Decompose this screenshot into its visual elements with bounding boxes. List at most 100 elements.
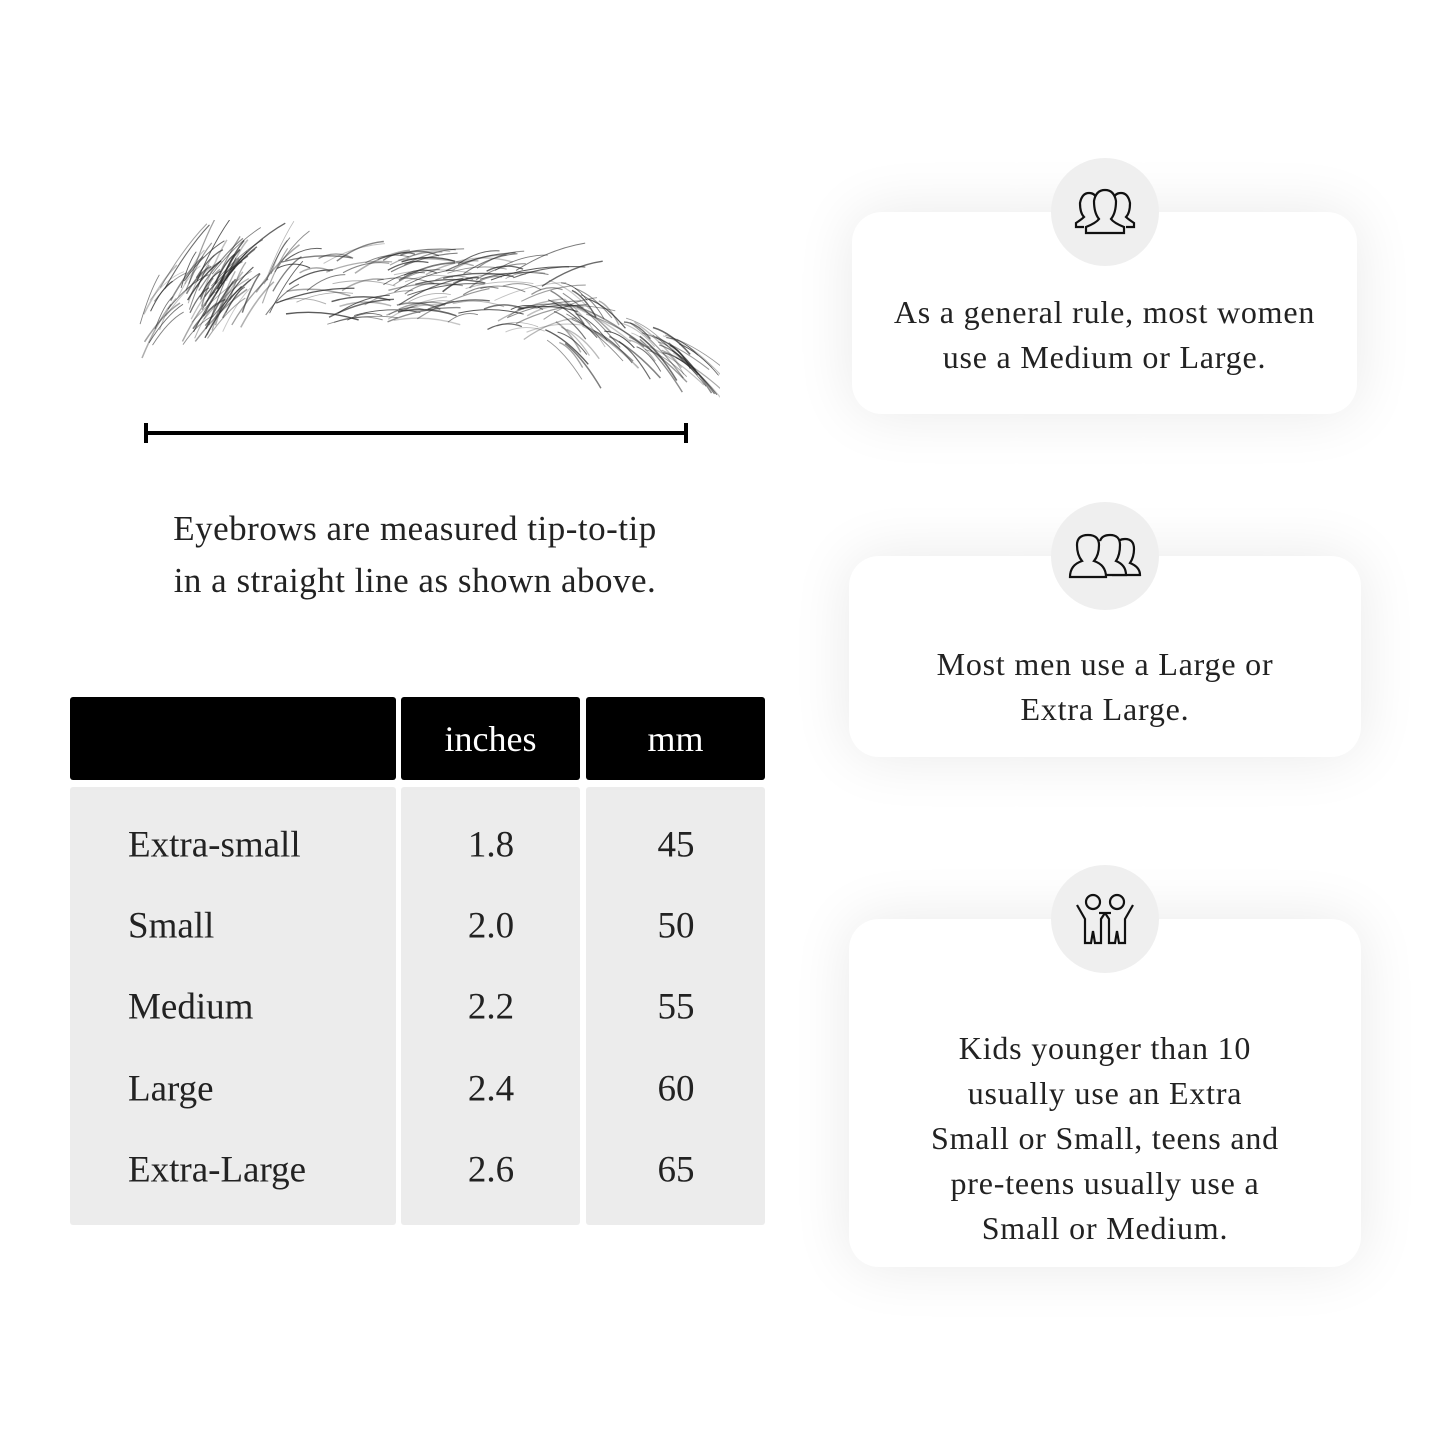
eyebrow-hair [150,280,173,312]
size-label: Large [128,1068,214,1110]
size-label: Extra-Large [128,1149,307,1191]
mm-value: 60 [657,1068,695,1110]
eyebrow-hair [476,250,525,269]
eyebrow-hair [445,252,516,272]
measurement-caption: Eyebrows are measured tip-to-tip in a st… [173,509,657,600]
eyebrow-hair [526,305,570,317]
eyebrow-hair [598,300,620,326]
eyebrow-hair [453,254,507,270]
eyebrow-hair [462,286,499,296]
eyebrow-hair [639,338,683,393]
eyebrow-hair [281,255,354,263]
eyebrow-hair [564,302,632,343]
eyebrow-hair [197,255,215,288]
eyebrow-hair [400,250,440,257]
header-mm: mm [586,697,765,780]
eyebrow-hair [559,341,584,368]
eyebrow-hair [465,281,534,290]
eyebrow-hair [510,305,544,310]
inches-value: 2.2 [467,986,515,1028]
size-label: Extra-small [128,824,301,866]
eyebrow-hair [416,287,490,320]
eyebrow-hair [387,306,461,323]
eyebrow-hair [452,300,505,308]
eyebrow-hair [585,313,653,352]
eyebrow-hair [676,338,720,375]
eyebrow-hair [152,311,184,346]
eyebrow-hair [288,269,333,285]
eyebrow-hair [184,249,205,285]
eyebrow-hair [188,264,210,310]
eyebrow-hair [502,283,542,291]
eyebrow-hair [480,285,526,293]
eyebrow-hair [207,297,246,339]
eyebrow-hair [143,264,178,315]
eyebrow-hair [241,273,261,313]
eyebrow-hair [327,315,398,325]
eyebrow-hair [198,237,244,291]
eyebrow-hair [456,257,513,263]
kids-icon [1051,865,1159,973]
eyebrow-hair [521,284,586,302]
eyebrow-hair [404,274,454,283]
women-group-icon [1051,158,1159,266]
eyebrow-hair [546,339,583,380]
eyebrow-hair [225,286,246,313]
eyebrow-hair [164,224,210,289]
eyebrow-hair [588,298,626,329]
eyebrow-hair [229,261,247,301]
eyebrow-hair [177,265,201,297]
eyebrow-hair [562,292,621,348]
eyebrow-hair [452,272,526,284]
eyebrow-hair [306,274,346,292]
measurement-line [144,423,688,443]
eyebrow-hair [553,310,587,340]
eyebrow-illustration [139,220,720,443]
eyebrow-hair [541,260,603,287]
eyebrow-hair [231,278,269,326]
eyebrow-hair [394,269,455,293]
eyebrow-hair [561,326,590,356]
mm-value: 65 [657,1149,695,1191]
eyebrow-hair [185,242,213,291]
eyebrow-hair [404,300,455,311]
eyebrow-hair [219,248,241,285]
eyebrow-hair [566,313,624,362]
eyebrow-hair [644,349,688,377]
eyebrow-hair [550,290,585,325]
eyebrow-hair [425,260,479,276]
eyebrow-hair [328,298,394,318]
men-group-icon [1051,502,1159,610]
eyebrow-hair [494,282,567,301]
eyebrow-hair [555,321,582,353]
kids-card: Kids younger than 10 usually use an Extr… [849,919,1361,1267]
inches-value: 1.8 [467,824,515,866]
eyebrow-hairs [139,220,720,398]
eyebrow-hair [487,323,523,331]
eyebrow-hair [398,257,474,267]
eyebrow-hair [139,274,160,325]
eyebrow-hair [333,316,383,323]
eyebrow-hair [336,240,384,262]
eyebrow-hair [407,283,485,296]
eyebrow-hair [141,303,172,359]
eyebrow-hair [194,302,217,339]
eyebrow-hair [639,335,678,381]
eyebrow-hair [211,271,236,331]
eyebrow-hair [341,278,384,292]
eyebrow-hair [377,248,456,260]
eyebrow-hair [447,313,479,323]
eyebrow-hair [255,244,300,293]
eyebrow-hair [403,269,438,276]
eyebrow-hair [240,281,275,328]
eyebrow-hair [187,272,204,304]
eyebrow-hair [203,277,250,320]
eyebrow-hair [397,308,457,317]
eyebrow-hair [664,334,720,366]
eyebrow-hair [626,317,669,347]
eyebrow-hair [526,323,585,333]
eyebrow-hair [206,271,244,336]
mm-value: 50 [657,905,695,947]
eyebrow-hair [331,296,391,303]
size-label: Small [128,905,215,947]
